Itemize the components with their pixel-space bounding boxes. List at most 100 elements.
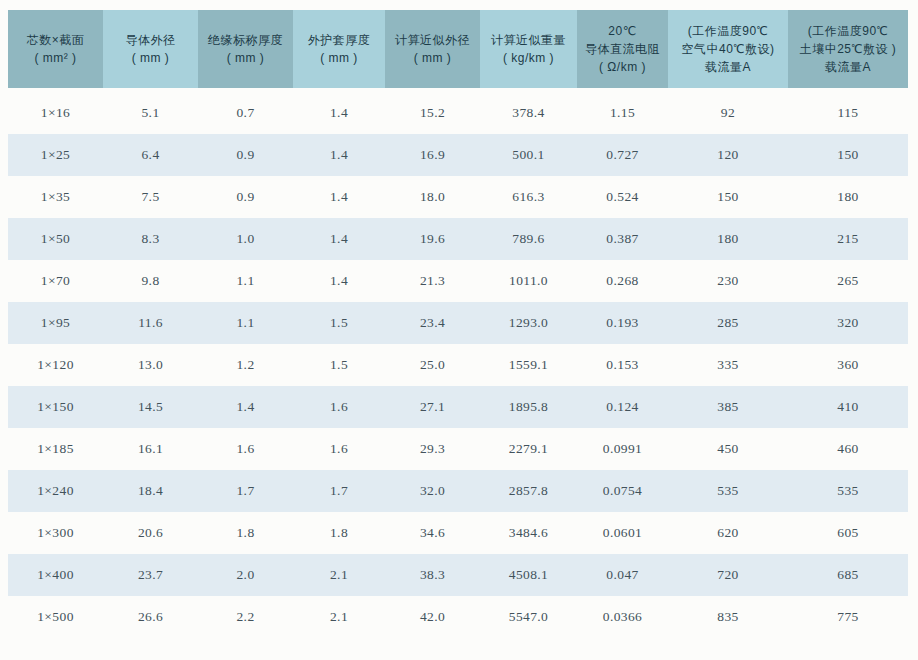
cell-ampacity-soil-25c: 180 [788,189,908,205]
cell-spec: 1×120 [8,357,103,373]
cell-ampacity-soil-25c: 115 [788,105,908,121]
cell-conductor-od: 8.3 [103,231,198,247]
cell-ampacity-air-40c: 230 [668,273,788,289]
cell-insulation-thickness: 1.0 [198,231,293,247]
cell-ampacity-soil-25c: 775 [788,609,908,625]
cell-insulation-thickness: 2.2 [198,609,293,625]
cell-ampacity-soil-25c: 410 [788,399,908,415]
cell-ampacity-soil-25c: 460 [788,441,908,457]
cell-approx-od: 18.0 [385,189,480,205]
cell-ampacity-soil-25c: 535 [788,483,908,499]
table-row: 1×50026.62.22.142.05547.00.0366835775 [8,596,908,638]
cell-ampacity-air-40c: 335 [668,357,788,373]
cell-ampacity-soil-25c: 685 [788,567,908,583]
column-header-ampacity-soil-25c: (工作温度90℃ 土壤中25℃敷设 ) 载流量A [788,10,908,88]
cell-approx-weight: 4508.1 [480,567,577,583]
cell-approx-od: 29.3 [385,441,480,457]
table-row: 1×18516.11.61.629.32279.10.0991450460 [8,428,908,470]
cell-dc-resistance-20c: 0.727 [577,147,668,163]
cell-dc-resistance-20c: 0.268 [577,273,668,289]
table-row: 1×508.31.01.419.6789.60.387180215 [8,218,908,260]
cell-sheath-thickness: 1.4 [293,147,385,163]
cell-spec: 1×400 [8,567,103,583]
cell-ampacity-soil-25c: 320 [788,315,908,331]
cell-spec: 1×50 [8,231,103,247]
cell-approx-od: 38.3 [385,567,480,583]
cell-insulation-thickness: 0.9 [198,147,293,163]
cell-approx-weight: 5547.0 [480,609,577,625]
cell-sheath-thickness: 1.4 [293,231,385,247]
cell-approx-od: 32.0 [385,483,480,499]
cell-conductor-od: 6.4 [103,147,198,163]
cell-sheath-thickness: 1.5 [293,315,385,331]
cell-dc-resistance-20c: 0.193 [577,315,668,331]
cell-insulation-thickness: 1.2 [198,357,293,373]
cell-sheath-thickness: 1.4 [293,273,385,289]
cell-approx-weight: 1293.0 [480,315,577,331]
cell-ampacity-air-40c: 450 [668,441,788,457]
cell-ampacity-air-40c: 620 [668,525,788,541]
column-header-sheath-thickness: 外护套厚度 ( mm ) [293,10,385,88]
table-row: 1×709.81.11.421.31011.00.268230265 [8,260,908,302]
cell-approx-weight: 2279.1 [480,441,577,457]
cell-spec: 1×150 [8,399,103,415]
column-header-ampacity-air-40c: (工作温度90℃ 空气中40℃敷设) 载流量A [668,10,788,88]
cell-dc-resistance-20c: 0.0991 [577,441,668,457]
cell-ampacity-air-40c: 150 [668,189,788,205]
cell-dc-resistance-20c: 0.0366 [577,609,668,625]
cell-sheath-thickness: 1.4 [293,189,385,205]
cell-insulation-thickness: 1.1 [198,315,293,331]
cell-ampacity-air-40c: 92 [668,105,788,121]
cell-conductor-od: 13.0 [103,357,198,373]
cell-ampacity-air-40c: 535 [668,483,788,499]
column-header-spec: 芯数×截面 ( mm² ) [8,10,103,88]
cell-ampacity-soil-25c: 150 [788,147,908,163]
table-row: 1×24018.41.71.732.02857.80.0754535535 [8,470,908,512]
column-header-conductor-od: 导体外径 ( mm ) [103,10,198,88]
table-row: 1×256.40.91.416.9500.10.727120150 [8,134,908,176]
cell-insulation-thickness: 1.4 [198,399,293,415]
cell-insulation-thickness: 1.8 [198,525,293,541]
column-header-insulation-thickness: 绝缘标称厚度 ( mm ) [198,10,293,88]
cell-approx-od: 15.2 [385,105,480,121]
cell-ampacity-air-40c: 180 [668,231,788,247]
table-header-row: 芯数×截面 ( mm² )导体外径 ( mm )绝缘标称厚度 ( mm )外护套… [8,10,908,88]
cell-conductor-od: 14.5 [103,399,198,415]
column-header-approx-weight: 计算近似重量 ( kg/km ) [480,10,577,88]
cell-ampacity-air-40c: 385 [668,399,788,415]
cell-insulation-thickness: 1.6 [198,441,293,457]
cell-approx-od: 34.6 [385,525,480,541]
cell-spec: 1×70 [8,273,103,289]
cell-ampacity-soil-25c: 360 [788,357,908,373]
cell-spec: 1×16 [8,105,103,121]
cell-approx-weight: 1895.8 [480,399,577,415]
cell-conductor-od: 5.1 [103,105,198,121]
cell-approx-weight: 1011.0 [480,273,577,289]
cell-conductor-od: 7.5 [103,189,198,205]
cell-approx-weight: 1559.1 [480,357,577,373]
cell-approx-od: 23.4 [385,315,480,331]
cell-insulation-thickness: 0.9 [198,189,293,205]
cell-approx-weight: 2857.8 [480,483,577,499]
cell-approx-od: 21.3 [385,273,480,289]
cell-conductor-od: 9.8 [103,273,198,289]
cell-conductor-od: 18.4 [103,483,198,499]
table-row: 1×30020.61.81.834.63484.60.0601620605 [8,512,908,554]
cell-insulation-thickness: 1.7 [198,483,293,499]
table-body: 1×165.10.71.415.2378.41.15921151×256.40.… [8,92,908,638]
cell-sheath-thickness: 2.1 [293,567,385,583]
cell-insulation-thickness: 0.7 [198,105,293,121]
cell-spec: 1×95 [8,315,103,331]
cell-dc-resistance-20c: 0.124 [577,399,668,415]
cell-sheath-thickness: 1.6 [293,441,385,457]
cell-conductor-od: 20.6 [103,525,198,541]
column-header-dc-resistance-20c: 20℃ 导体直流电阻 ( Ω/km ) [577,10,668,88]
cell-spec: 1×25 [8,147,103,163]
cell-approx-weight: 789.6 [480,231,577,247]
table-row: 1×40023.72.02.138.34508.10.047720685 [8,554,908,596]
cell-ampacity-air-40c: 720 [668,567,788,583]
cell-sheath-thickness: 2.1 [293,609,385,625]
cell-approx-od: 42.0 [385,609,480,625]
table-row: 1×357.50.91.418.0616.30.524150180 [8,176,908,218]
table-row: 1×15014.51.41.627.11895.80.124385410 [8,386,908,428]
